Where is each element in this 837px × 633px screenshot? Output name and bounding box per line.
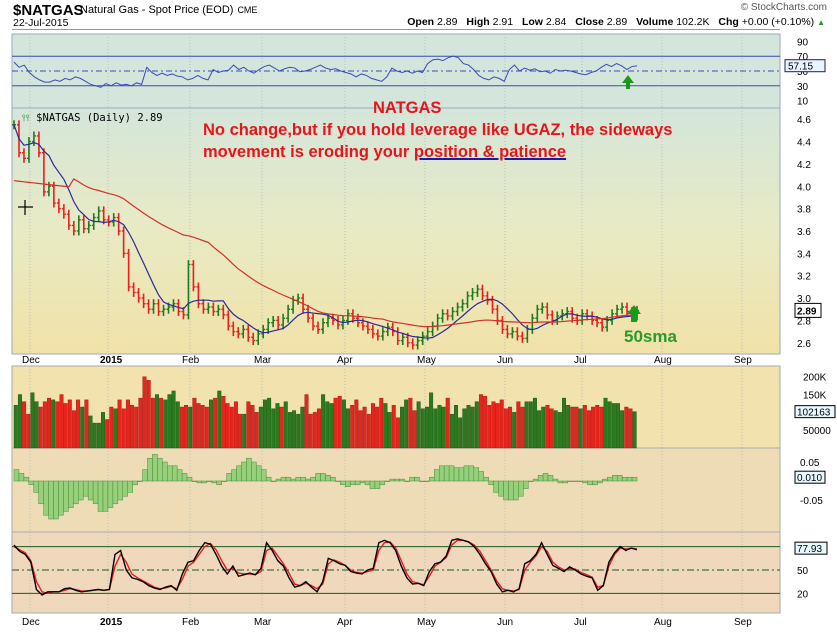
svg-text:77.93: 77.93 [797, 544, 822, 555]
volume-bars [13, 376, 637, 449]
symbol-description: Natural Gas - Spot Price (EOD) CME [80, 4, 257, 16]
svg-text:Mar: Mar [254, 617, 272, 628]
svg-text:Dec: Dec [22, 355, 40, 366]
low-value: 2.84 [545, 16, 567, 28]
svg-text:70: 70 [797, 52, 809, 63]
price-panel-label: ⫯⫯ $NATGAS (Daily) 2.89 [22, 112, 163, 124]
svg-text:Mar: Mar [254, 355, 272, 366]
svg-text:Sep: Sep [734, 355, 752, 366]
svg-text:Jun: Jun [497, 355, 513, 366]
stochastic-series [12, 538, 780, 596]
svg-text:2.6: 2.6 [797, 339, 811, 350]
axis-labels: Dec 2015 Feb Mar Apr May Jun Jul Aug Sep Dec 2015 Fe… [22, 37, 836, 628]
low-label: Low [521, 16, 543, 28]
annotation-line-1: No change,but if you hold leverage like … [203, 121, 673, 139]
close-value: 2.89 [606, 16, 628, 28]
svg-text:Jul: Jul [574, 617, 587, 628]
svg-text:50: 50 [797, 67, 809, 78]
svg-text:Aug: Aug [654, 355, 672, 366]
annotation-underlined-text: position & patience [413, 143, 567, 161]
annotation-title: NATGAS [373, 99, 442, 117]
svg-text:4.4: 4.4 [797, 138, 811, 149]
svg-text:2.89: 2.89 [797, 306, 817, 317]
green-up-arrow-icon [627, 305, 641, 322]
open-value: 2.89 [437, 16, 458, 28]
macd-panel [11, 447, 781, 533]
svg-text:30: 30 [797, 82, 809, 93]
svg-text:2015: 2015 [100, 617, 123, 628]
svg-text:150K: 150K [803, 391, 827, 402]
open-label: Open [407, 16, 435, 28]
svg-text:Feb: Feb [182, 617, 200, 628]
price-series [12, 120, 639, 350]
svg-text:Sep: Sep [734, 617, 752, 628]
annotation-line-2-text: movement is eroding your [203, 143, 414, 161]
svg-text:Apr: Apr [337, 617, 353, 628]
chg-value: +0.00 (+0.10%) [741, 16, 815, 28]
svg-text:4.0: 4.0 [797, 182, 811, 193]
svg-text:Jun: Jun [497, 617, 513, 628]
svg-text:102163: 102163 [797, 408, 831, 419]
svg-text:50000: 50000 [803, 426, 831, 437]
svg-text:90: 90 [797, 37, 809, 48]
price-panel-title: $NATGAS (Daily) 2.89 [36, 112, 163, 124]
svg-text:200K: 200K [803, 373, 827, 384]
svg-text:Feb: Feb [182, 355, 200, 366]
exchange: CME [237, 5, 258, 15]
ohlc-bars-icon: ⫯⫯ [22, 114, 30, 124]
svg-text:50: 50 [797, 566, 809, 577]
chart-date: 22-Jul-2015 [13, 17, 69, 29]
svg-text:Dec: Dec [22, 617, 40, 628]
symbol: $NATGAS [13, 2, 84, 19]
header-divider [12, 29, 780, 30]
svg-text:3.6: 3.6 [797, 227, 811, 238]
high-label: High [466, 16, 490, 28]
svg-text:-0.05: -0.05 [800, 496, 823, 507]
svg-text:0.05: 0.05 [800, 458, 820, 469]
svg-text:3.0: 3.0 [797, 294, 811, 305]
up-triangle-icon: ▲ [817, 18, 825, 27]
svg-text:0.010: 0.010 [797, 473, 822, 484]
high-value: 2.91 [492, 16, 514, 28]
svg-text:3.4: 3.4 [797, 249, 811, 260]
price-panel [11, 107, 781, 355]
annotation-line-2: movement is eroding your position & pati… [203, 141, 566, 163]
chart-header: $NATGAS Natural Gas - Spot Price (EOD) CM… [0, 0, 837, 30]
description-text: Natural Gas - Spot Price (EOD) [80, 4, 234, 16]
svg-text:2015: 2015 [100, 355, 123, 366]
svg-text:3.2: 3.2 [797, 272, 811, 283]
svg-text:May: May [417, 617, 436, 628]
svg-text:4.6: 4.6 [797, 115, 811, 126]
volume-label: Volume [636, 16, 674, 28]
svg-text:4.2: 4.2 [797, 160, 811, 171]
svg-text:3.8: 3.8 [797, 205, 811, 216]
svg-text:May: May [417, 355, 436, 366]
macd-histogram [13, 454, 638, 520]
close-label: Close [575, 16, 604, 28]
rsi-series [12, 55, 780, 88]
ohlc-summary: Open 2.89 High 2.91 Low 2.84 Close 2.89 … [401, 16, 825, 28]
volume-value: 102.2K [676, 16, 710, 28]
green-up-arrow-icon [622, 75, 634, 89]
sma-annotation-label: 50sma [624, 327, 677, 346]
svg-text:Apr: Apr [337, 355, 353, 366]
chg-label: Chg [718, 16, 739, 28]
svg-text:20: 20 [797, 589, 809, 600]
brand-logo: © StockCharts.com [740, 2, 827, 13]
stochastic-panel [11, 531, 781, 614]
svg-text:57.15: 57.15 [788, 62, 813, 73]
svg-text:Jul: Jul [574, 355, 587, 366]
svg-text:10: 10 [797, 97, 809, 108]
crosshair-cursor-icon [18, 200, 33, 215]
svg-text:2.8: 2.8 [797, 316, 811, 327]
svg-text:Aug: Aug [654, 617, 672, 628]
